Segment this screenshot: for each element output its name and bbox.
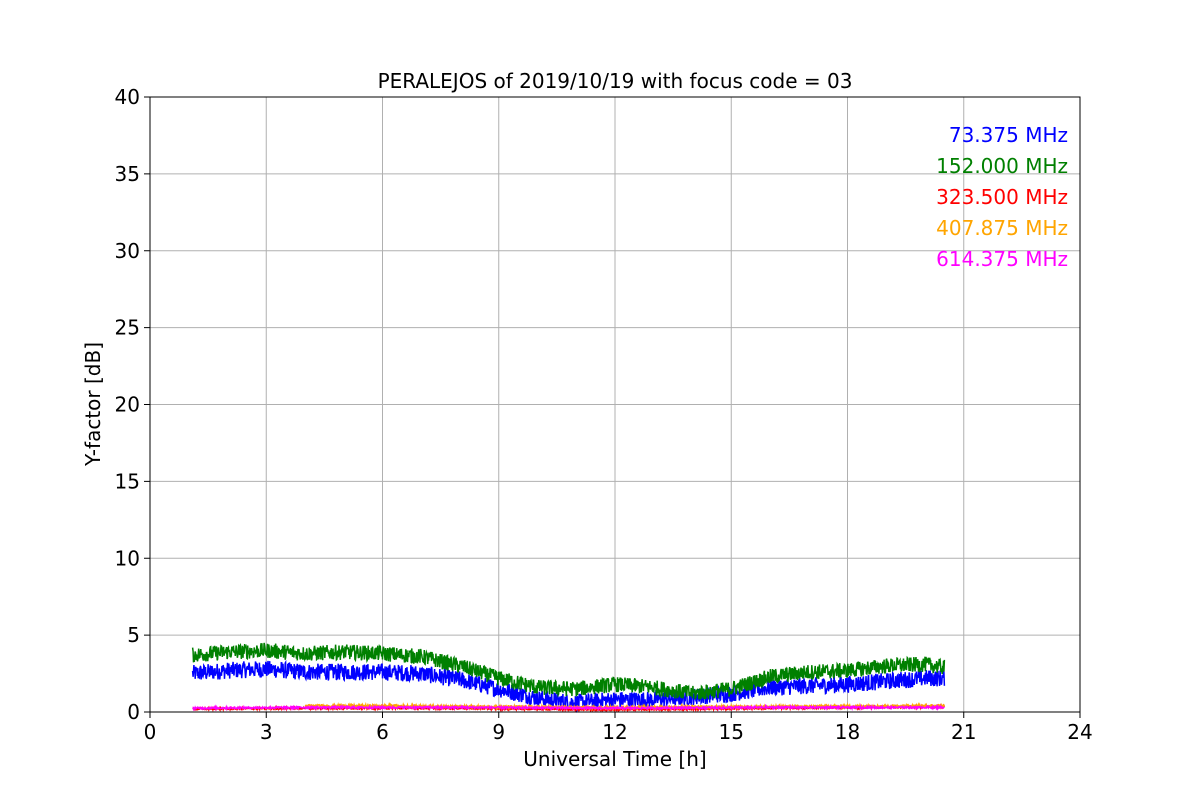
- legend: 73.375 MHz 152.000 MHz 323.500 MHz 407.875 …: [936, 123, 1068, 271]
- series-line-4: [192, 703, 945, 712]
- x-tick-label: 0: [144, 720, 157, 744]
- x-tick-label: 15: [719, 720, 744, 744]
- x-tick-label: 24: [1067, 720, 1092, 744]
- series-line-1: [191, 642, 946, 701]
- x-axis-label: Universal Time [h]: [523, 747, 706, 771]
- y-tick-label: 0: [127, 700, 140, 724]
- x-tick-label: 18: [835, 720, 860, 744]
- series-layer: [191, 642, 946, 714]
- y-tick-label: 40: [115, 85, 140, 109]
- y-tick-label: 35: [115, 162, 140, 186]
- chart-title: PERALEJOS of 2019/10/19 with focus code …: [378, 69, 853, 93]
- axis-ticks: 0 3 6 9 12 15 18 21 24 0 5 10 15 20 25 30 35 40: [115, 85, 1093, 744]
- legend-entry: 407.875 MHz: [936, 216, 1068, 240]
- x-tick-label: 3: [260, 720, 273, 744]
- legend-entry: 73.375 MHz: [949, 123, 1068, 147]
- legend-entry: 152.000 MHz: [936, 154, 1068, 178]
- y-tick-label: 30: [115, 239, 140, 263]
- x-tick-label: 6: [376, 720, 389, 744]
- x-tick-label: 9: [492, 720, 505, 744]
- y-tick-label: 20: [115, 393, 140, 417]
- legend-entry: 323.500 MHz: [936, 185, 1068, 209]
- y-tick-label: 5: [127, 623, 140, 647]
- x-tick-label: 12: [602, 720, 627, 744]
- x-tick-label: 21: [951, 720, 976, 744]
- y-tick-label: 10: [115, 546, 140, 570]
- y-tick-label: 15: [115, 469, 140, 493]
- y-tick-label: 25: [115, 316, 140, 340]
- y-axis-label: Y-factor [dB]: [81, 342, 105, 467]
- legend-entry: 614.375 MHz: [936, 247, 1068, 271]
